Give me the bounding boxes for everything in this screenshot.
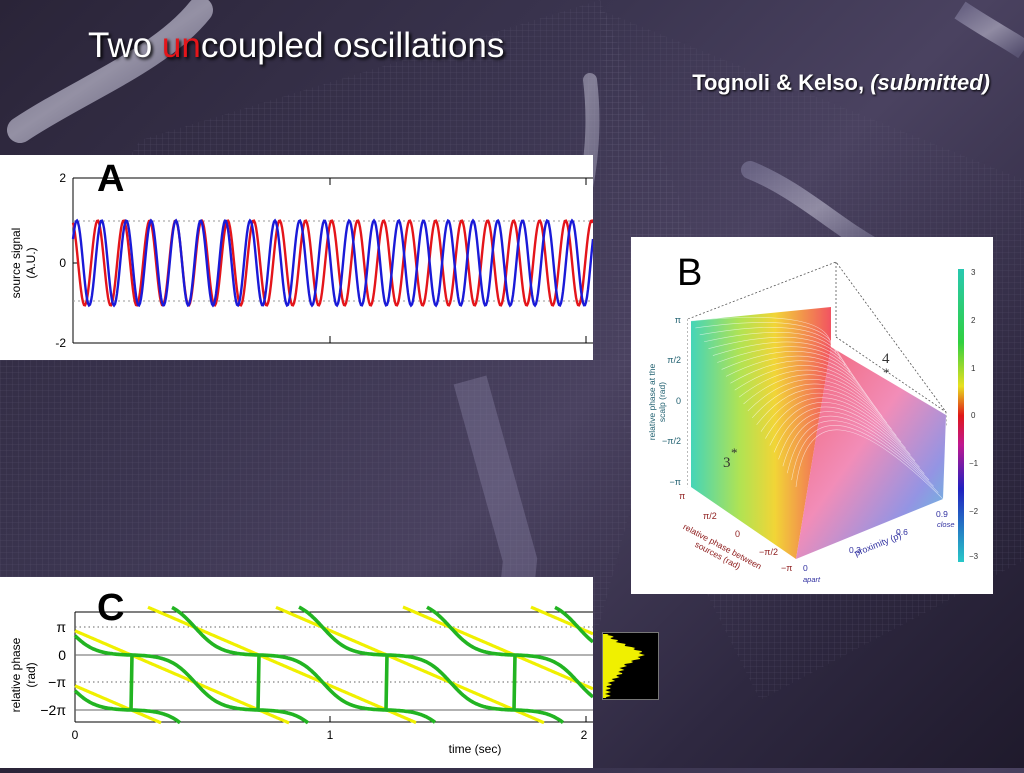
panel-b-mesh-line: [782, 416, 930, 481]
panel-b-ytick: 0: [803, 563, 808, 573]
citation: Tognoli & Kelso, (submitted): [692, 70, 990, 96]
panel-c-letter: C: [97, 587, 124, 629]
panel-b-mesh-line: [791, 425, 939, 493]
panel-b-mesh-line: [721, 351, 864, 392]
panel-a-chart: A source signal (A.U.) 2 0 -2: [0, 155, 595, 360]
panel-b-apart-label: apart: [803, 575, 821, 584]
panel-b-mesh-line: [734, 365, 878, 411]
panel-b-ztick: π/2: [667, 355, 681, 365]
panel-c-yellow-series: [74, 605, 594, 725]
panel-a-ytick: 2: [59, 171, 66, 185]
panel-b-mesh-line: [695, 322, 836, 354]
panel-b-ztick: −π: [670, 477, 681, 487]
panel-c-chart: C π 0 −π −2π relative phase (rad) 0 1 2 …: [0, 577, 595, 768]
panel-b-colorbar-tick: 0: [971, 411, 976, 420]
panel-b-marker-4-star: *: [883, 365, 890, 380]
panel-b-marker-3: 3: [723, 455, 731, 471]
panel-b-mesh-line: [752, 383, 897, 436]
panel-b-marker-4: 4: [882, 351, 890, 367]
panel-b-zlabel-2: scalp (rad): [657, 382, 667, 422]
panel-b-mesh-line: [704, 332, 846, 367]
panel-c-ylabel-2: (rad): [24, 662, 38, 687]
panel-a-ylabel-2: (A.U.): [24, 247, 38, 278]
panel-b-colorbar-tick: 2: [971, 316, 976, 325]
panel-b-xtick: π/2: [703, 511, 717, 521]
panel-b-surface-right: [796, 347, 946, 559]
panel-b-surface-left: [691, 307, 831, 559]
panel-b-ztick: π: [675, 315, 681, 325]
panel-b-colorbar-tick: 1: [971, 364, 976, 373]
panel-c-ylabel-1: relative phase: [9, 637, 23, 712]
inset-histogram-bars: [602, 634, 645, 698]
panel-b-mesh-line: [756, 388, 902, 443]
panel-b-mesh-line: [743, 374, 888, 424]
panel-b-ytick: 0.6: [896, 527, 908, 537]
panel-b-ytick: 0.3: [849, 545, 861, 555]
panel-b-xtick: π: [679, 491, 685, 501]
panel-b-mesh-line: [747, 379, 892, 430]
panel-b-ztick: −π/2: [662, 436, 681, 446]
panel-b-mesh-line: [786, 420, 934, 487]
title-highlight: un: [161, 26, 201, 65]
panel-b-ytick: 0.9: [936, 509, 948, 519]
panel-a-blue-wave: [71, 218, 595, 308]
panel-b-ztick: 0: [676, 396, 681, 406]
panel-b-letter: B: [677, 252, 702, 294]
panel-b-mesh-line: [725, 355, 869, 398]
panel-b-surface-plot: B π π/2 0 −π/2 −π relative phase at the …: [631, 237, 993, 594]
panel-c-ytick: 0: [58, 647, 66, 663]
panel-b-mesh-line: [778, 411, 925, 474]
panel-b-mesh-line: [717, 346, 860, 386]
panel-b-mesh-line: [765, 397, 911, 455]
panel-c-xtick: 0: [72, 728, 79, 742]
panel-a-ylabel-1: source signal: [9, 228, 23, 299]
panel-b-close-label: close: [937, 520, 955, 529]
panel-b-mesh-line: [795, 429, 944, 500]
citation-authors: Tognoli & Kelso,: [692, 70, 865, 95]
panel-a-letter: A: [97, 158, 124, 200]
panel-c-xtick: 2: [581, 728, 588, 742]
panel-b-mesh-line: [730, 360, 874, 405]
panel-c-ytick: −2π: [40, 702, 66, 718]
panel-b-surface-mesh: [690, 317, 944, 500]
panel-b-colorbar-tick: −2: [969, 507, 979, 516]
panel-b-xtick: −π/2: [759, 547, 778, 557]
panel-b-xtick: −π: [781, 563, 792, 573]
panel-c-ytick: −π: [48, 674, 66, 690]
inset-histogram: [602, 632, 659, 700]
panel-c-ytick: π: [56, 619, 66, 635]
panel-b-xtick: 0: [735, 529, 740, 539]
panel-b-mesh-line: [708, 336, 850, 373]
panel-b-zlabel-1: relative phase at the: [647, 363, 657, 440]
panel-b-mesh-line: [773, 406, 920, 468]
panel-b-mesh-line: [738, 369, 883, 417]
panel-a-ytick: 0: [59, 256, 66, 270]
panel-c-xlabel: time (sec): [449, 742, 502, 756]
panel-b-mesh-line: [699, 327, 841, 360]
panel-b-marker-3-star: *: [731, 445, 738, 460]
panel-b-colorbar-tick: 3: [971, 268, 976, 277]
panel-b-colorbar-tick: −1: [969, 459, 979, 468]
panel-b-colorbar-tick: −3: [969, 552, 979, 561]
panel-b-mesh-line: [769, 402, 916, 462]
citation-status: (submitted): [870, 70, 990, 95]
panel-b-colorbar: [958, 269, 964, 562]
slide-title: Two uncoupled oscillations: [88, 26, 505, 65]
panel-b-mesh-line: [760, 392, 906, 449]
panel-c-green-series: [73, 605, 595, 725]
panel-a-ytick: -2: [55, 336, 66, 350]
panel-b-mesh-line: [712, 341, 855, 379]
panel-c-xtick: 1: [327, 728, 334, 742]
